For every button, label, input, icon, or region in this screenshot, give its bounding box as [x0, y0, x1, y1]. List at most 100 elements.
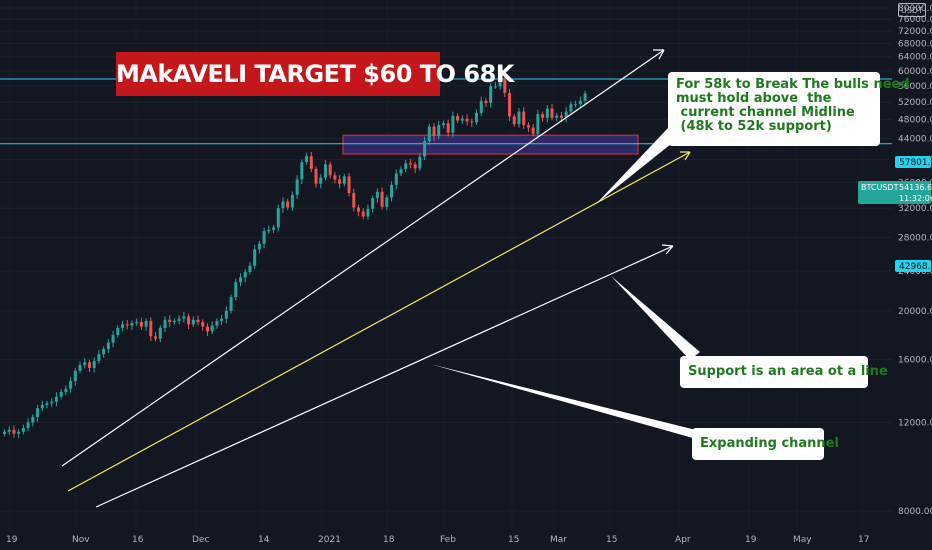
upper-channel-line [61, 49, 665, 467]
support-zone [342, 134, 639, 155]
y-tick-label: 20000.00 [898, 307, 932, 317]
y-tick-label: 80000.00 [898, 4, 932, 14]
candle [366, 208, 370, 217]
candle [456, 115, 460, 121]
candle [475, 112, 478, 123]
candle [564, 111, 568, 118]
x-tick-label: 2021 [318, 535, 341, 545]
candle [309, 156, 313, 169]
x-tick-label: 14 [258, 535, 270, 545]
candle [149, 320, 153, 337]
x-tick-label: 16 [132, 535, 144, 545]
resistance-price-tag [895, 156, 931, 168]
candle [239, 277, 242, 283]
candle [300, 162, 304, 180]
candle [135, 322, 139, 324]
candle [144, 320, 148, 327]
candle [314, 168, 318, 184]
candle [446, 123, 450, 133]
y-tick-label: 44000.00 [898, 135, 932, 145]
y-tick-label: 60000.00 [898, 67, 932, 77]
candle [498, 80, 502, 87]
candle [196, 319, 200, 323]
candle [394, 173, 398, 185]
candle [262, 231, 266, 244]
candle [508, 93, 512, 117]
candle [484, 100, 488, 103]
midline-arrowhead [680, 151, 691, 161]
expanding-channel-callout-pointer [430, 364, 700, 440]
candle [295, 179, 299, 195]
candle [73, 370, 77, 382]
channel-midline [67, 151, 691, 492]
unit-badge[interactable]: USDT [898, 3, 926, 17]
candle [172, 320, 176, 323]
candle [559, 115, 563, 118]
candle [191, 319, 195, 325]
time-axis[interactable]: 19 Nov 16 Dec 14 2021 18 Feb 15 Mar 15 Apr 19 May 17 [6, 535, 869, 545]
candle [182, 316, 186, 319]
candle [92, 360, 96, 368]
candle [550, 108, 554, 118]
support-price-label: 42968.87 [899, 262, 932, 272]
candle [17, 431, 21, 434]
candle [224, 310, 228, 319]
candle [130, 323, 134, 326]
candle [106, 342, 110, 349]
candle [404, 163, 408, 169]
candle [78, 365, 82, 371]
candle [201, 322, 205, 327]
candle [229, 297, 233, 311]
candle [361, 211, 365, 217]
title-banner: MAkAVELI TARGET $60 TO 68K [116, 52, 514, 96]
candle [512, 116, 516, 125]
candle [423, 141, 427, 157]
current-price-tag [858, 181, 931, 204]
support-price-tag [895, 260, 931, 272]
x-tick-label: Nov [72, 535, 90, 545]
candle [220, 318, 224, 321]
support-area-callout-pointer [611, 276, 700, 360]
candle [569, 104, 573, 112]
bar-countdown-label: 11:32:06 [899, 194, 932, 203]
candle [357, 207, 360, 212]
candle [319, 177, 323, 184]
x-tick-label: 17 [858, 535, 869, 545]
y-tick-label: 76000.00 [898, 15, 932, 25]
candle [338, 179, 342, 184]
candle [517, 111, 521, 125]
candle [111, 335, 115, 343]
candle [545, 108, 549, 118]
candle [3, 431, 6, 434]
candle [281, 201, 285, 209]
candle [234, 282, 238, 298]
y-tick-label: 8000.00 [898, 507, 932, 517]
upper-channel-arrowhead [653, 49, 665, 60]
midline-callout-pointer [596, 128, 676, 204]
candle [121, 324, 124, 328]
price-labels: 57801.40 42968.87 BTCUSDT 54136.66 11:32… [858, 156, 932, 272]
candlestick-series [3, 76, 587, 439]
candle [7, 429, 11, 432]
candle [536, 114, 540, 134]
x-tick-label: May [793, 535, 812, 545]
price-axis[interactable]: 8000.00 12000.00 16000.00 20000.00 24000.00 2… [898, 4, 932, 517]
candle [276, 208, 280, 228]
candle [154, 336, 158, 339]
candle [253, 249, 257, 266]
resistance-price-label: 57801.40 [899, 158, 932, 168]
y-tick-label: 28000.00 [898, 233, 932, 243]
channel-trendlines [61, 49, 691, 508]
candle [50, 401, 54, 404]
candle [531, 127, 535, 134]
candle [26, 422, 30, 428]
candle [526, 125, 530, 128]
y-tick-label: 48000.00 [898, 116, 932, 126]
candle [83, 362, 87, 366]
y-tick-label: 12000.00 [898, 418, 932, 428]
candle [385, 197, 389, 207]
candle [243, 271, 247, 278]
x-tick-label: 18 [383, 535, 395, 545]
x-tick-label: Feb [440, 535, 456, 545]
candle [470, 121, 474, 123]
